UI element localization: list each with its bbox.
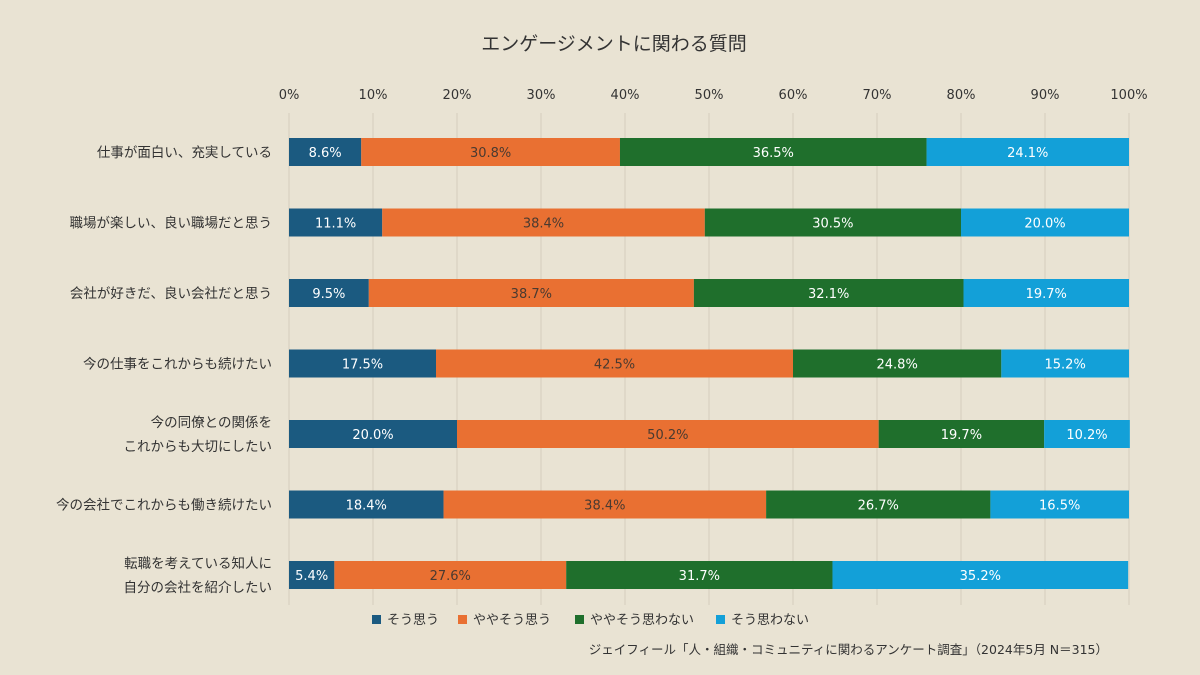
x-tick-label: 60% bbox=[779, 88, 808, 103]
category-label: 今の会社でこれからも働き続けたい bbox=[56, 498, 272, 514]
data-label: 17.5% bbox=[342, 358, 383, 373]
bar-segment bbox=[289, 349, 436, 378]
category-label: 転職を考えている知人に bbox=[124, 555, 272, 572]
bar-segment bbox=[566, 561, 833, 589]
data-label: 20.0% bbox=[352, 428, 393, 443]
category-label: 今の仕事をこれからも続けたい bbox=[83, 357, 272, 373]
x-tick-label: 90% bbox=[1031, 88, 1060, 103]
data-label: 36.5% bbox=[753, 146, 794, 161]
legend-swatch bbox=[575, 615, 584, 624]
bar-segment bbox=[334, 561, 567, 589]
legend-swatch bbox=[372, 615, 381, 624]
x-tick-label: 40% bbox=[611, 88, 640, 103]
data-label: 38.4% bbox=[584, 499, 625, 514]
data-label: 26.7% bbox=[858, 499, 899, 514]
x-tick-label: 100% bbox=[1110, 88, 1147, 103]
bar-segment bbox=[1044, 420, 1130, 448]
data-label: 19.7% bbox=[1026, 287, 1067, 302]
bar-segment bbox=[878, 420, 1045, 448]
data-label: 30.8% bbox=[470, 146, 511, 161]
data-label: 27.6% bbox=[430, 569, 471, 584]
data-label: 18.4% bbox=[346, 499, 387, 514]
data-label: 42.5% bbox=[594, 358, 635, 373]
x-tick-labels: 0% 10% 20% 30% 40% 50% 60% 70% 80% 90% 100% bbox=[279, 88, 1148, 103]
data-label: 8.6% bbox=[309, 146, 342, 161]
category-label: 会社が好きだ、良い会社だと思う bbox=[70, 286, 272, 302]
category-label: 今の同僚との関係を bbox=[151, 415, 272, 431]
data-label: 38.7% bbox=[511, 287, 552, 302]
bar-segment bbox=[443, 490, 767, 519]
bar-segment bbox=[926, 138, 1129, 166]
data-label: 16.5% bbox=[1039, 499, 1080, 514]
legend-swatch bbox=[716, 615, 725, 624]
legend-label: そう思わない bbox=[731, 613, 809, 628]
data-label: 11.1% bbox=[315, 217, 356, 232]
category-label: これからも大切にしたい bbox=[124, 439, 273, 455]
data-label: 30.5% bbox=[812, 217, 853, 232]
data-label: 15.2% bbox=[1045, 358, 1086, 373]
bar-segment bbox=[289, 490, 444, 519]
bar-segment bbox=[832, 561, 1129, 589]
bar-segment bbox=[361, 138, 620, 166]
bar-segment bbox=[693, 279, 964, 307]
bar-segment bbox=[289, 279, 369, 307]
category-label: 自分の会社を紹介したい bbox=[124, 580, 273, 596]
bar-segment bbox=[619, 138, 927, 166]
bar-segment bbox=[766, 490, 991, 519]
x-tick-label: 10% bbox=[359, 88, 388, 103]
category-label: 職場が楽しい、良い職場だと思う bbox=[70, 216, 273, 232]
data-label: 19.7% bbox=[941, 428, 982, 443]
bar-segment bbox=[289, 208, 383, 237]
bar-segment bbox=[457, 420, 879, 448]
bars: 8.6% 30.8% 36.5% 24.1% 11.1% 38.4% 30.5% 20.0% 9… bbox=[289, 138, 1130, 589]
data-label: 35.2% bbox=[960, 569, 1001, 584]
bar-segment bbox=[1001, 349, 1129, 378]
data-label: 38.4% bbox=[523, 217, 564, 232]
bar-segment bbox=[289, 138, 362, 166]
bar-segment bbox=[289, 561, 335, 589]
category-labels: 仕事が面白い、充実している職場が楽しい、良い職場だと思う会社が好きだ、良い会社だ… bbox=[56, 145, 272, 596]
legend-label: ややそう思わない bbox=[590, 613, 694, 628]
legend: そう思う ややそう思う ややそう思わない そう思わない bbox=[372, 613, 809, 628]
legend-swatch bbox=[458, 615, 467, 624]
data-label: 20.0% bbox=[1024, 217, 1065, 232]
chart-title: エンゲージメントに関わる質問 bbox=[481, 33, 747, 55]
bar-segment bbox=[289, 420, 457, 448]
data-label: 9.5% bbox=[312, 287, 345, 302]
bar-segment bbox=[368, 279, 694, 307]
x-tick-label: 80% bbox=[947, 88, 976, 103]
legend-label: そう思う bbox=[387, 613, 439, 628]
x-tick-label: 20% bbox=[443, 88, 472, 103]
bar-segment bbox=[382, 208, 705, 237]
data-label: 10.2% bbox=[1066, 428, 1107, 443]
bar-segment bbox=[963, 279, 1129, 307]
bar-segment bbox=[990, 490, 1129, 519]
data-label: 24.1% bbox=[1007, 146, 1048, 161]
category-label: 仕事が面白い、充実している bbox=[97, 145, 272, 161]
data-label: 32.1% bbox=[808, 287, 849, 302]
legend-label: ややそう思う bbox=[473, 613, 551, 628]
source-note: ジェイフィール「人・組織・コミュニティに関わるアンケート調査」（2024年5月 … bbox=[589, 642, 1108, 657]
x-tick-label: 0% bbox=[279, 88, 300, 103]
data-label: 24.8% bbox=[877, 358, 918, 373]
x-tick-label: 50% bbox=[695, 88, 724, 103]
x-tick-label: 30% bbox=[527, 88, 556, 103]
bar-segment bbox=[704, 208, 961, 237]
data-label: 31.7% bbox=[679, 569, 720, 584]
x-tick-label: 70% bbox=[863, 88, 892, 103]
bar-segment bbox=[961, 208, 1129, 237]
bar-segment bbox=[793, 349, 1002, 378]
data-label: 50.2% bbox=[647, 428, 688, 443]
data-label: 5.4% bbox=[295, 569, 328, 584]
bar-segment bbox=[436, 349, 793, 378]
